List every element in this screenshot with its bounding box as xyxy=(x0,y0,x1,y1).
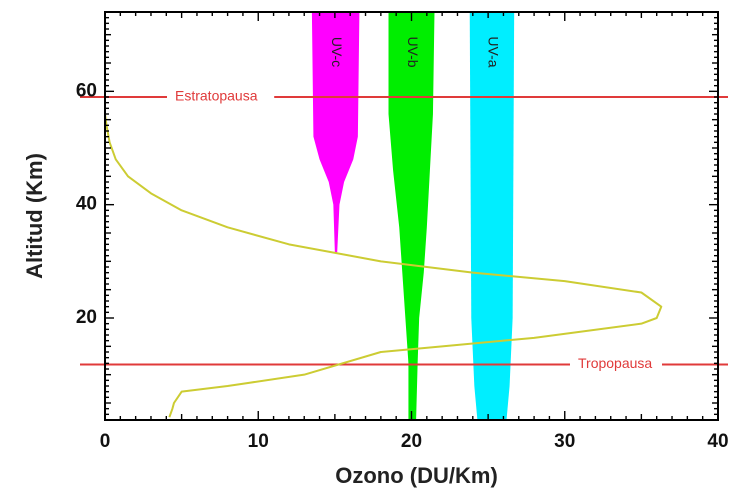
y-tick-label: 40 xyxy=(76,194,97,215)
uv-band-uv-b xyxy=(388,12,435,420)
x-tick-label: 30 xyxy=(554,431,575,452)
reference-label: Estratopausa xyxy=(175,88,258,104)
uv-band-label: UV-b xyxy=(405,36,421,67)
uv-bands: UV-c UV-b UV-a xyxy=(311,12,515,420)
uv-band-label: UV-c xyxy=(329,37,345,67)
x-tick-label: 10 xyxy=(248,431,269,452)
x-tick-label: 40 xyxy=(707,431,728,452)
uv-band-label: UV-a xyxy=(485,36,501,67)
uv-band-uv-a xyxy=(469,12,515,420)
axis-ticks: 0 10 20 30 40 20 40 60 xyxy=(76,11,729,452)
ozone-series xyxy=(104,113,663,418)
x-tick-label: 0 xyxy=(100,431,111,452)
uv-band-uv-c xyxy=(311,12,360,253)
y-axis-title: Altitud (Km) xyxy=(22,153,47,279)
y-tick-label: 60 xyxy=(76,80,97,101)
reference-lines: Estratopausa Tropopausa xyxy=(80,88,728,371)
x-tick-label: 20 xyxy=(401,431,422,452)
reference-label: Tropopausa xyxy=(578,355,652,371)
ozone-profile-line xyxy=(104,113,663,418)
y-tick-label: 20 xyxy=(76,307,97,328)
x-axis-title: Ozono (DU/Km) xyxy=(335,463,498,488)
